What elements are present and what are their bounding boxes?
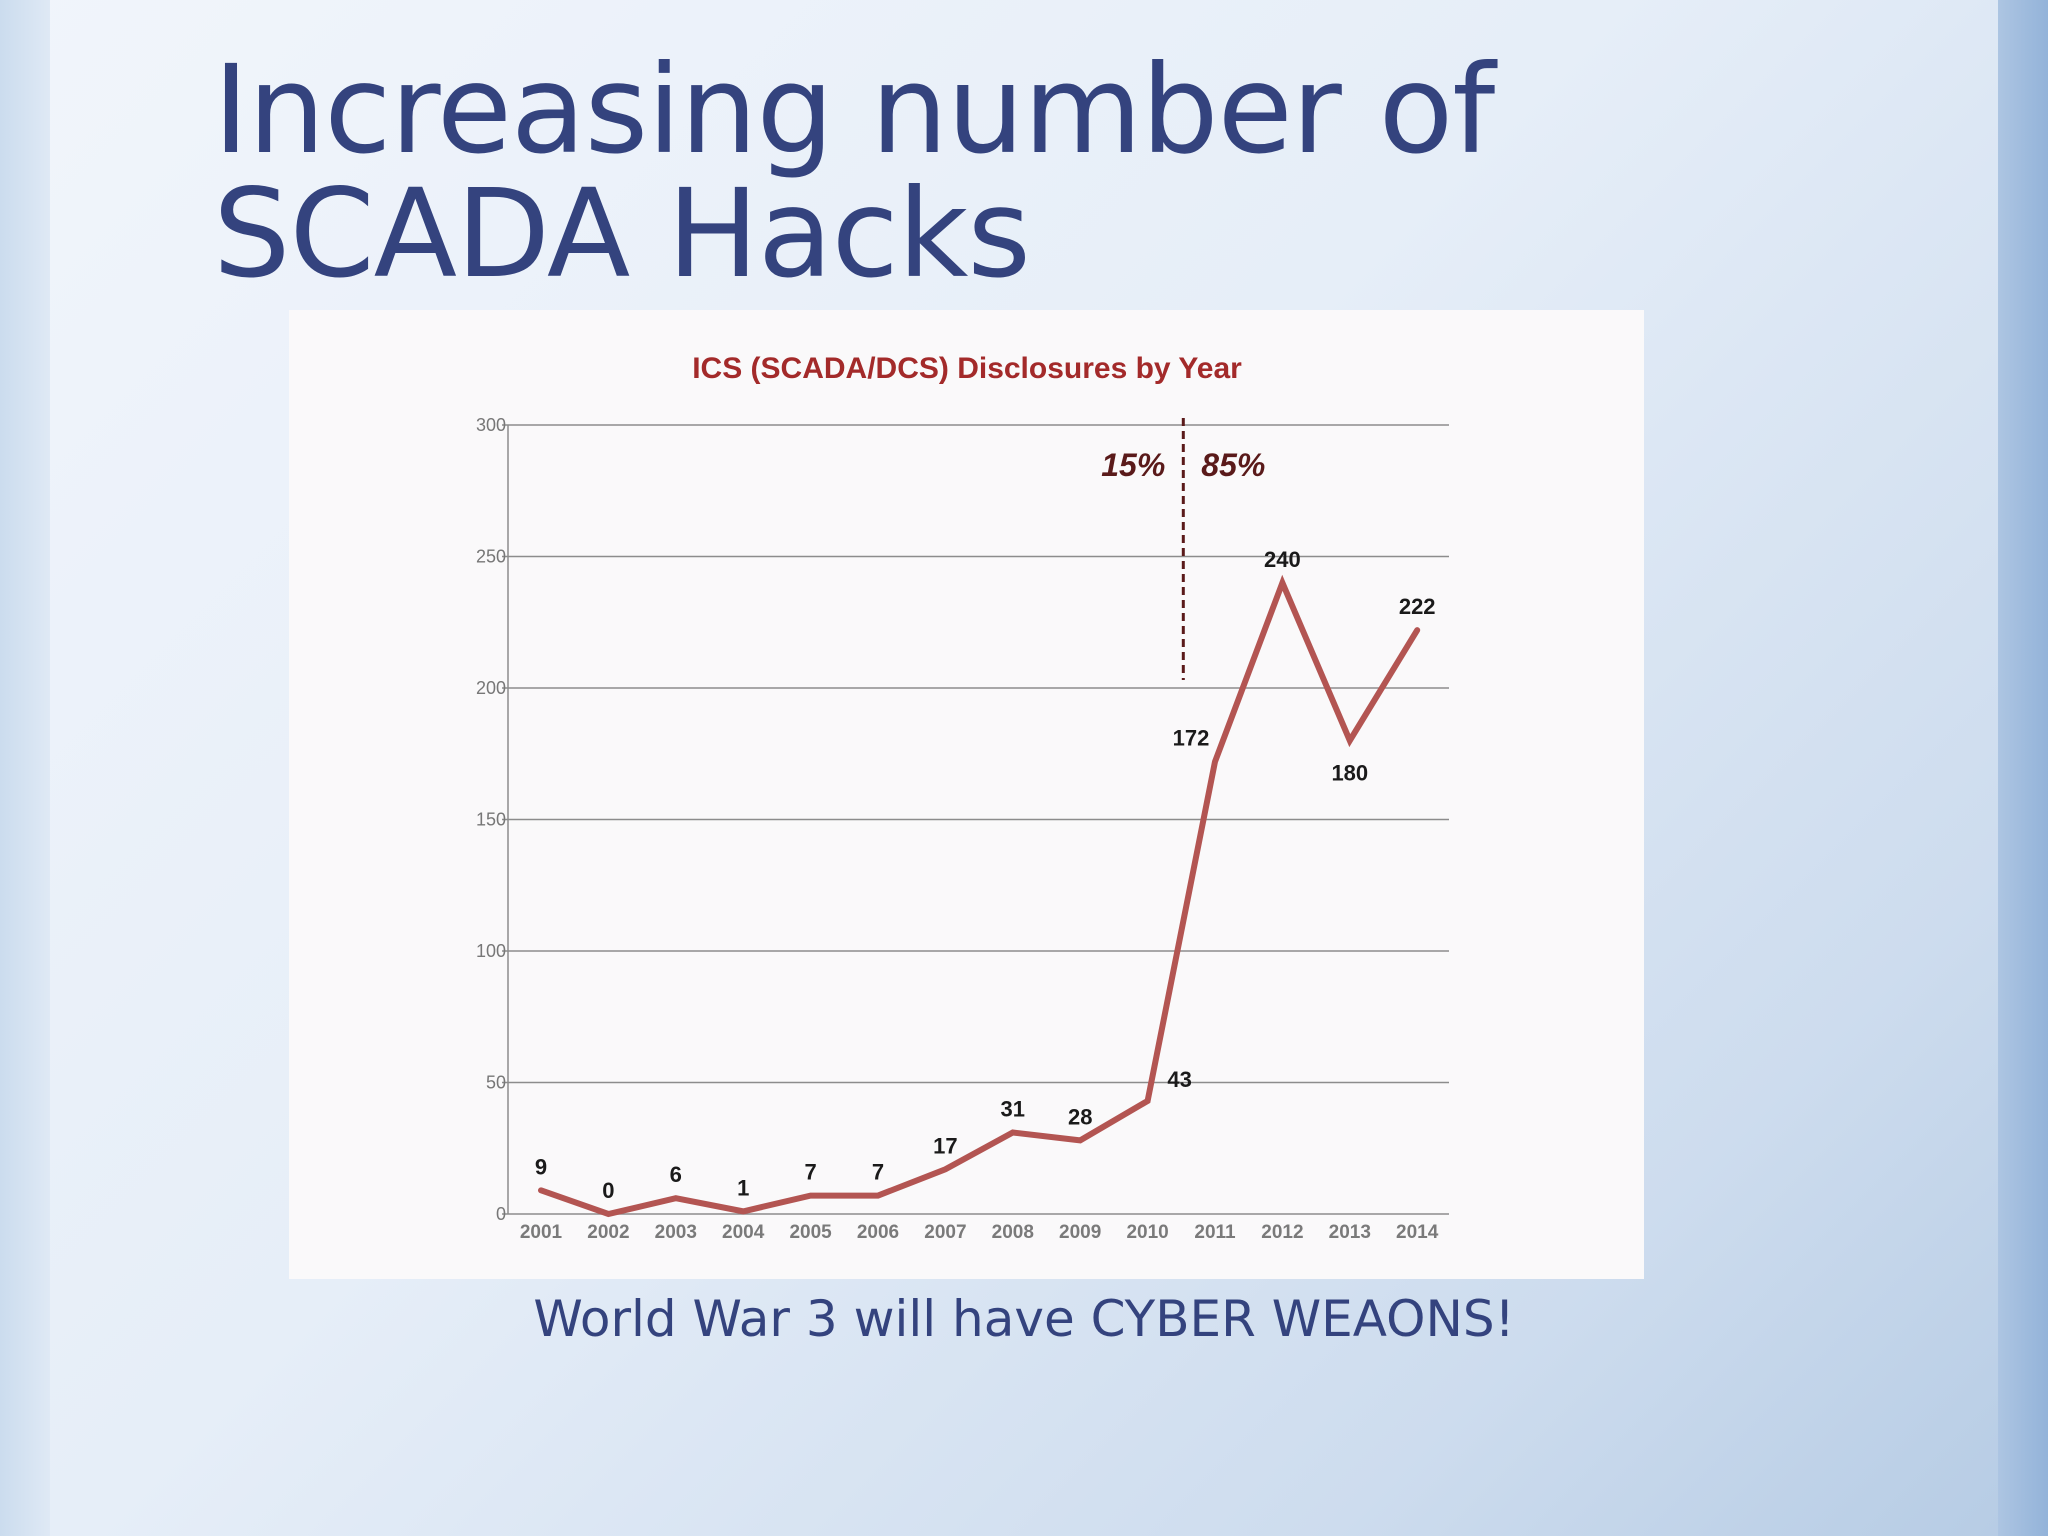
data-point <box>1213 760 1217 764</box>
x-tick-label: 2007 <box>924 1222 966 1243</box>
data-point <box>1078 1138 1082 1142</box>
y-tick-label: 100 <box>476 941 506 961</box>
data-point <box>1011 1130 1015 1134</box>
left-frame-bar <box>0 0 50 1536</box>
x-tick-label: 2009 <box>1059 1222 1101 1243</box>
split-annotation: 85% <box>1201 447 1265 483</box>
x-tick-label: 2001 <box>520 1222 563 1243</box>
data-label: 0 <box>602 1178 614 1203</box>
data-point <box>1415 628 1419 632</box>
y-tick-label: 50 <box>486 1073 506 1093</box>
x-tick-label: 2006 <box>857 1222 899 1243</box>
data-point <box>539 1188 543 1192</box>
data-label: 172 <box>1173 726 1210 751</box>
data-point <box>1280 581 1284 585</box>
data-label: 9 <box>535 1154 547 1179</box>
y-tick-label: 200 <box>476 678 506 698</box>
slide-title-line-1: Increasing number of <box>213 39 1495 181</box>
y-tick-label: 150 <box>476 810 506 830</box>
data-point <box>741 1209 745 1213</box>
data-label: 43 <box>1167 1067 1191 1092</box>
series-line <box>538 574 1421 1218</box>
x-tick-label: 2002 <box>587 1222 629 1243</box>
chart-panel: ICS (SCADA/DCS) Disclosures by Year 0 50 1… <box>289 310 1644 1279</box>
data-label: 7 <box>872 1160 884 1185</box>
x-tick-label: 2012 <box>1261 1222 1303 1243</box>
data-label: 28 <box>1068 1104 1092 1129</box>
slide-caption: World War 3 will have CYBER WEAONS! <box>533 1290 1515 1348</box>
data-label: 6 <box>670 1162 682 1187</box>
slide-title: Increasing number of SCADA Hacks <box>213 48 1713 296</box>
data-point <box>1146 1099 1150 1103</box>
x-tick-label: 2010 <box>1126 1222 1168 1243</box>
y-tick-label: 300 <box>476 415 506 435</box>
data-point <box>809 1194 813 1198</box>
data-point <box>674 1196 678 1200</box>
data-point <box>606 1212 610 1216</box>
data-point <box>1348 739 1352 743</box>
data-label: 240 <box>1264 547 1301 572</box>
data-point <box>943 1167 947 1171</box>
chart-title: ICS (SCADA/DCS) Disclosures by Year <box>692 352 1242 385</box>
data-point <box>876 1194 880 1198</box>
x-tick-label: 2014 <box>1396 1222 1439 1243</box>
x-tick-label: 2008 <box>992 1222 1034 1243</box>
data-label: 222 <box>1399 594 1436 619</box>
data-label: 180 <box>1331 761 1368 786</box>
split-annotation: 15% <box>1101 447 1165 483</box>
x-tick-label: 2011 <box>1194 1222 1236 1243</box>
data-label: 17 <box>933 1133 957 1158</box>
line-chart: ICS (SCADA/DCS) Disclosures by Year 0 50 1… <box>476 352 1449 1243</box>
x-tick-label: 2004 <box>722 1222 765 1243</box>
x-tick-label: 2013 <box>1329 1222 1371 1243</box>
data-label: 1 <box>737 1175 749 1200</box>
x-tick-label: 2003 <box>655 1222 697 1243</box>
y-tick-label: 250 <box>476 547 506 567</box>
right-frame-bar <box>1998 0 2048 1536</box>
data-label: 7 <box>804 1160 816 1185</box>
slide-title-line-2: SCADA Hacks <box>213 163 1031 305</box>
x-tick-label: 2005 <box>789 1222 832 1243</box>
data-label: 31 <box>1001 1096 1025 1121</box>
y-tick-label: 0 <box>496 1204 506 1224</box>
